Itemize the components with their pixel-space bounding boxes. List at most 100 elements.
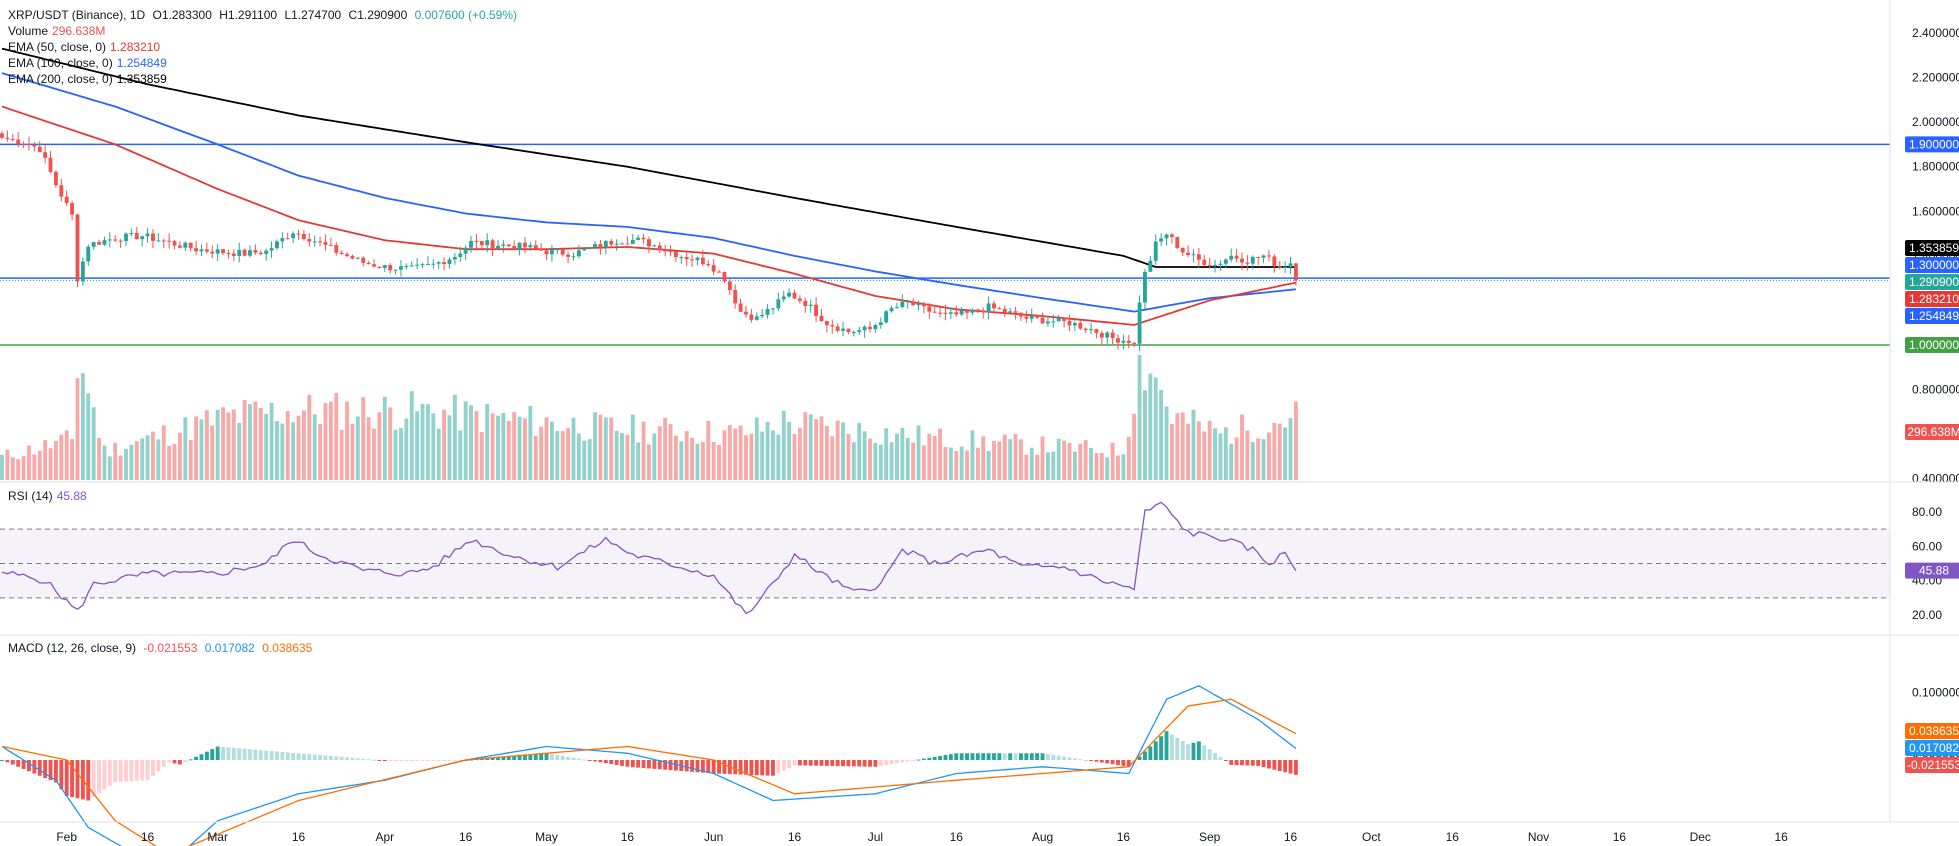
candle-body bbox=[857, 330, 862, 333]
candle-body bbox=[905, 301, 910, 303]
volume-bar bbox=[107, 456, 112, 480]
volume-bar bbox=[399, 428, 403, 480]
candle-body bbox=[673, 251, 678, 258]
macd-tag-bg bbox=[1905, 740, 1959, 756]
candle-body bbox=[501, 244, 506, 246]
macd-histogram-bar bbox=[188, 759, 193, 761]
candle-body bbox=[43, 152, 48, 158]
candle-body bbox=[555, 249, 560, 251]
volume-bar bbox=[37, 450, 42, 480]
macd-histogram-bar bbox=[431, 760, 436, 761]
volume-bar bbox=[943, 446, 948, 480]
macd-histogram-bar bbox=[733, 760, 738, 775]
volume-bar bbox=[264, 414, 269, 480]
candle-body bbox=[819, 315, 824, 322]
volume-bar bbox=[442, 409, 447, 480]
volume-bar bbox=[1191, 409, 1196, 480]
price-tick-label: 1.800000 bbox=[1912, 160, 1959, 174]
candle-body bbox=[307, 238, 312, 242]
candle-body bbox=[1110, 332, 1115, 339]
candle-body bbox=[862, 326, 867, 331]
symbol-name[interactable]: XRP/USDT (Binance), 1D bbox=[8, 8, 146, 22]
volume-bar bbox=[1267, 432, 1271, 480]
macd-legend[interactable]: MACD (12, 26, close, 9) -0.021553 0.0170… bbox=[8, 641, 313, 655]
volume-bar bbox=[533, 436, 538, 480]
macd-histogram-bar bbox=[555, 755, 560, 760]
macd-histogram-bar bbox=[1283, 760, 1288, 773]
macd-histogram-bar bbox=[587, 760, 592, 761]
level-tag-1300-bg bbox=[1905, 257, 1959, 273]
volume-pane bbox=[0, 355, 1298, 480]
macd-histogram-bar bbox=[851, 760, 856, 767]
macd-histogram-bar bbox=[1175, 737, 1180, 760]
candle-body bbox=[27, 144, 31, 146]
volume-bar bbox=[603, 417, 608, 480]
volume-bar bbox=[339, 429, 344, 480]
macd-histogram-bar bbox=[167, 760, 172, 763]
volume-bar bbox=[221, 407, 225, 480]
candle-body bbox=[1132, 343, 1137, 345]
volume-bar bbox=[124, 448, 128, 480]
ema50-legend[interactable]: EMA (50, close, 0) 1.283210 bbox=[8, 40, 161, 54]
macd-histogram-bar bbox=[264, 750, 269, 760]
macd-histogram-bar bbox=[151, 760, 155, 776]
candle-body bbox=[814, 304, 819, 316]
candle-body bbox=[210, 251, 215, 254]
volume-bar bbox=[765, 421, 770, 480]
volume-bar bbox=[1207, 420, 1212, 480]
candle-body bbox=[846, 328, 851, 333]
macd-histogram-bar bbox=[620, 760, 624, 766]
macd-histogram-bar bbox=[496, 757, 500, 760]
volume-bar bbox=[140, 438, 145, 480]
macd-histogram-bar bbox=[124, 760, 128, 782]
volume-bar bbox=[1186, 423, 1191, 480]
volume-bar bbox=[803, 412, 808, 480]
macd-tag: 0.017082 bbox=[1905, 740, 1959, 756]
ema100-legend[interactable]: EMA (100, close, 0) 1.254849 bbox=[8, 56, 167, 70]
volume-bar bbox=[965, 450, 969, 480]
legend-header: XRP/USDT (Binance), 1D O1.283300 H1.2911… bbox=[8, 7, 521, 87]
macd-histogram-bar bbox=[1137, 756, 1142, 760]
candle-body bbox=[355, 257, 360, 259]
volume-bar bbox=[345, 401, 349, 480]
volume-bar bbox=[1094, 453, 1099, 480]
time-tick-label: 16 bbox=[1774, 830, 1788, 844]
macd-histogram-bar bbox=[711, 760, 716, 774]
candle-body bbox=[48, 157, 53, 172]
volume-bar bbox=[1250, 442, 1255, 480]
candle-body bbox=[932, 311, 937, 313]
volume-bar bbox=[528, 405, 533, 480]
volume-bar bbox=[210, 425, 215, 480]
time-tick-label: 16 bbox=[141, 830, 155, 844]
macd-histogram-bar bbox=[156, 760, 161, 772]
macd-histogram-bar bbox=[1008, 753, 1013, 760]
candle-body bbox=[797, 298, 802, 301]
volume-bar bbox=[1143, 390, 1147, 480]
volume-bar bbox=[695, 443, 700, 480]
candle-body bbox=[285, 238, 290, 240]
rsi-legend[interactable]: RSI (14) 45.88 bbox=[8, 489, 87, 503]
level-tag-1000-text: 1.000000 bbox=[1909, 338, 1959, 352]
macd-histogram-bar bbox=[614, 760, 619, 765]
candle-body bbox=[258, 252, 263, 255]
volume-bar bbox=[911, 442, 916, 480]
macd-histogram-bar bbox=[221, 746, 225, 760]
macd-histogram-bar bbox=[1159, 736, 1164, 760]
rsi-tag: 45.88 bbox=[1905, 562, 1959, 579]
candle-body bbox=[345, 254, 349, 256]
candle-body bbox=[916, 303, 921, 306]
volume-bar bbox=[1196, 421, 1201, 480]
macd-histogram-bar bbox=[1223, 760, 1228, 761]
macd-histogram-bar bbox=[194, 756, 199, 760]
ema200-legend[interactable]: EMA (200, close, 0) 1.353859 bbox=[8, 72, 167, 86]
candle-body bbox=[312, 241, 317, 243]
macd-histogram-bar bbox=[808, 760, 813, 766]
volume-bar bbox=[296, 415, 301, 480]
macd-histogram-bar bbox=[975, 753, 980, 760]
volume-legend[interactable]: Volume 296.638M bbox=[8, 24, 106, 38]
candle-body bbox=[571, 256, 576, 258]
macd-histogram-bar bbox=[916, 759, 921, 761]
rsi-tag-text: 45.88 bbox=[1919, 564, 1949, 578]
volume-bar bbox=[1218, 433, 1223, 480]
